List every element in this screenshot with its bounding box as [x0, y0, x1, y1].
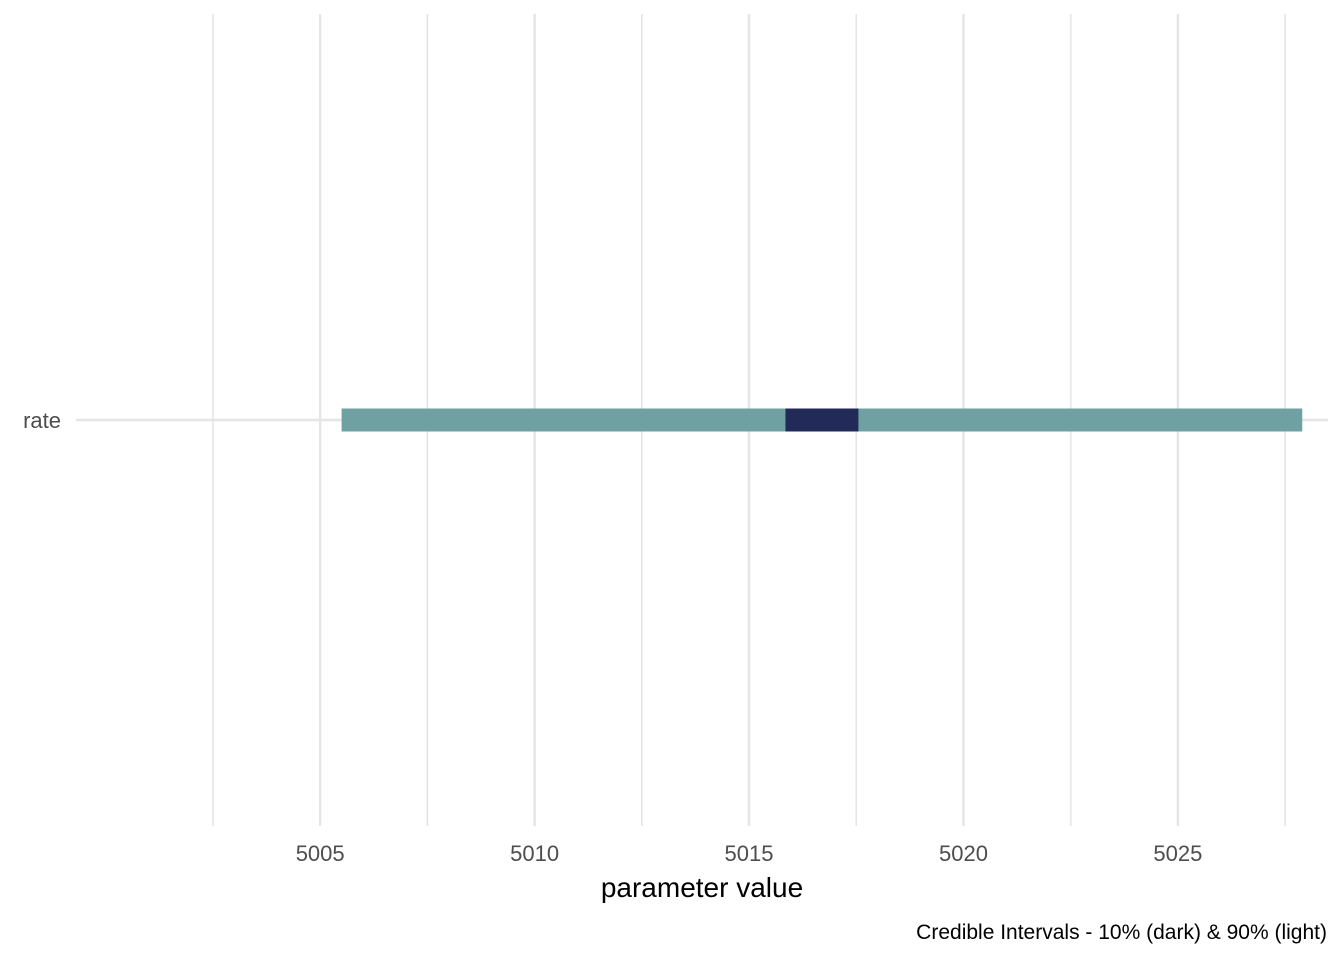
y-tick-label: rate [23, 408, 61, 433]
x-tick-label: 5010 [510, 841, 559, 866]
interval-bars [341, 408, 1303, 432]
x-tick-label: 5015 [725, 841, 774, 866]
x-tick-labels: 5005 5010 5015 5020 5025 [296, 841, 1203, 866]
inner-interval-bar [785, 408, 859, 432]
y-tick-labels: rate [23, 408, 61, 433]
x-tick-label: 5020 [939, 841, 988, 866]
chart-caption: Credible Intervals - 10% (dark) & 90% (l… [916, 921, 1327, 944]
x-tick-label: 5005 [296, 841, 345, 866]
x-axis-title: parameter value [601, 872, 803, 903]
x-tick-label: 5025 [1153, 841, 1202, 866]
